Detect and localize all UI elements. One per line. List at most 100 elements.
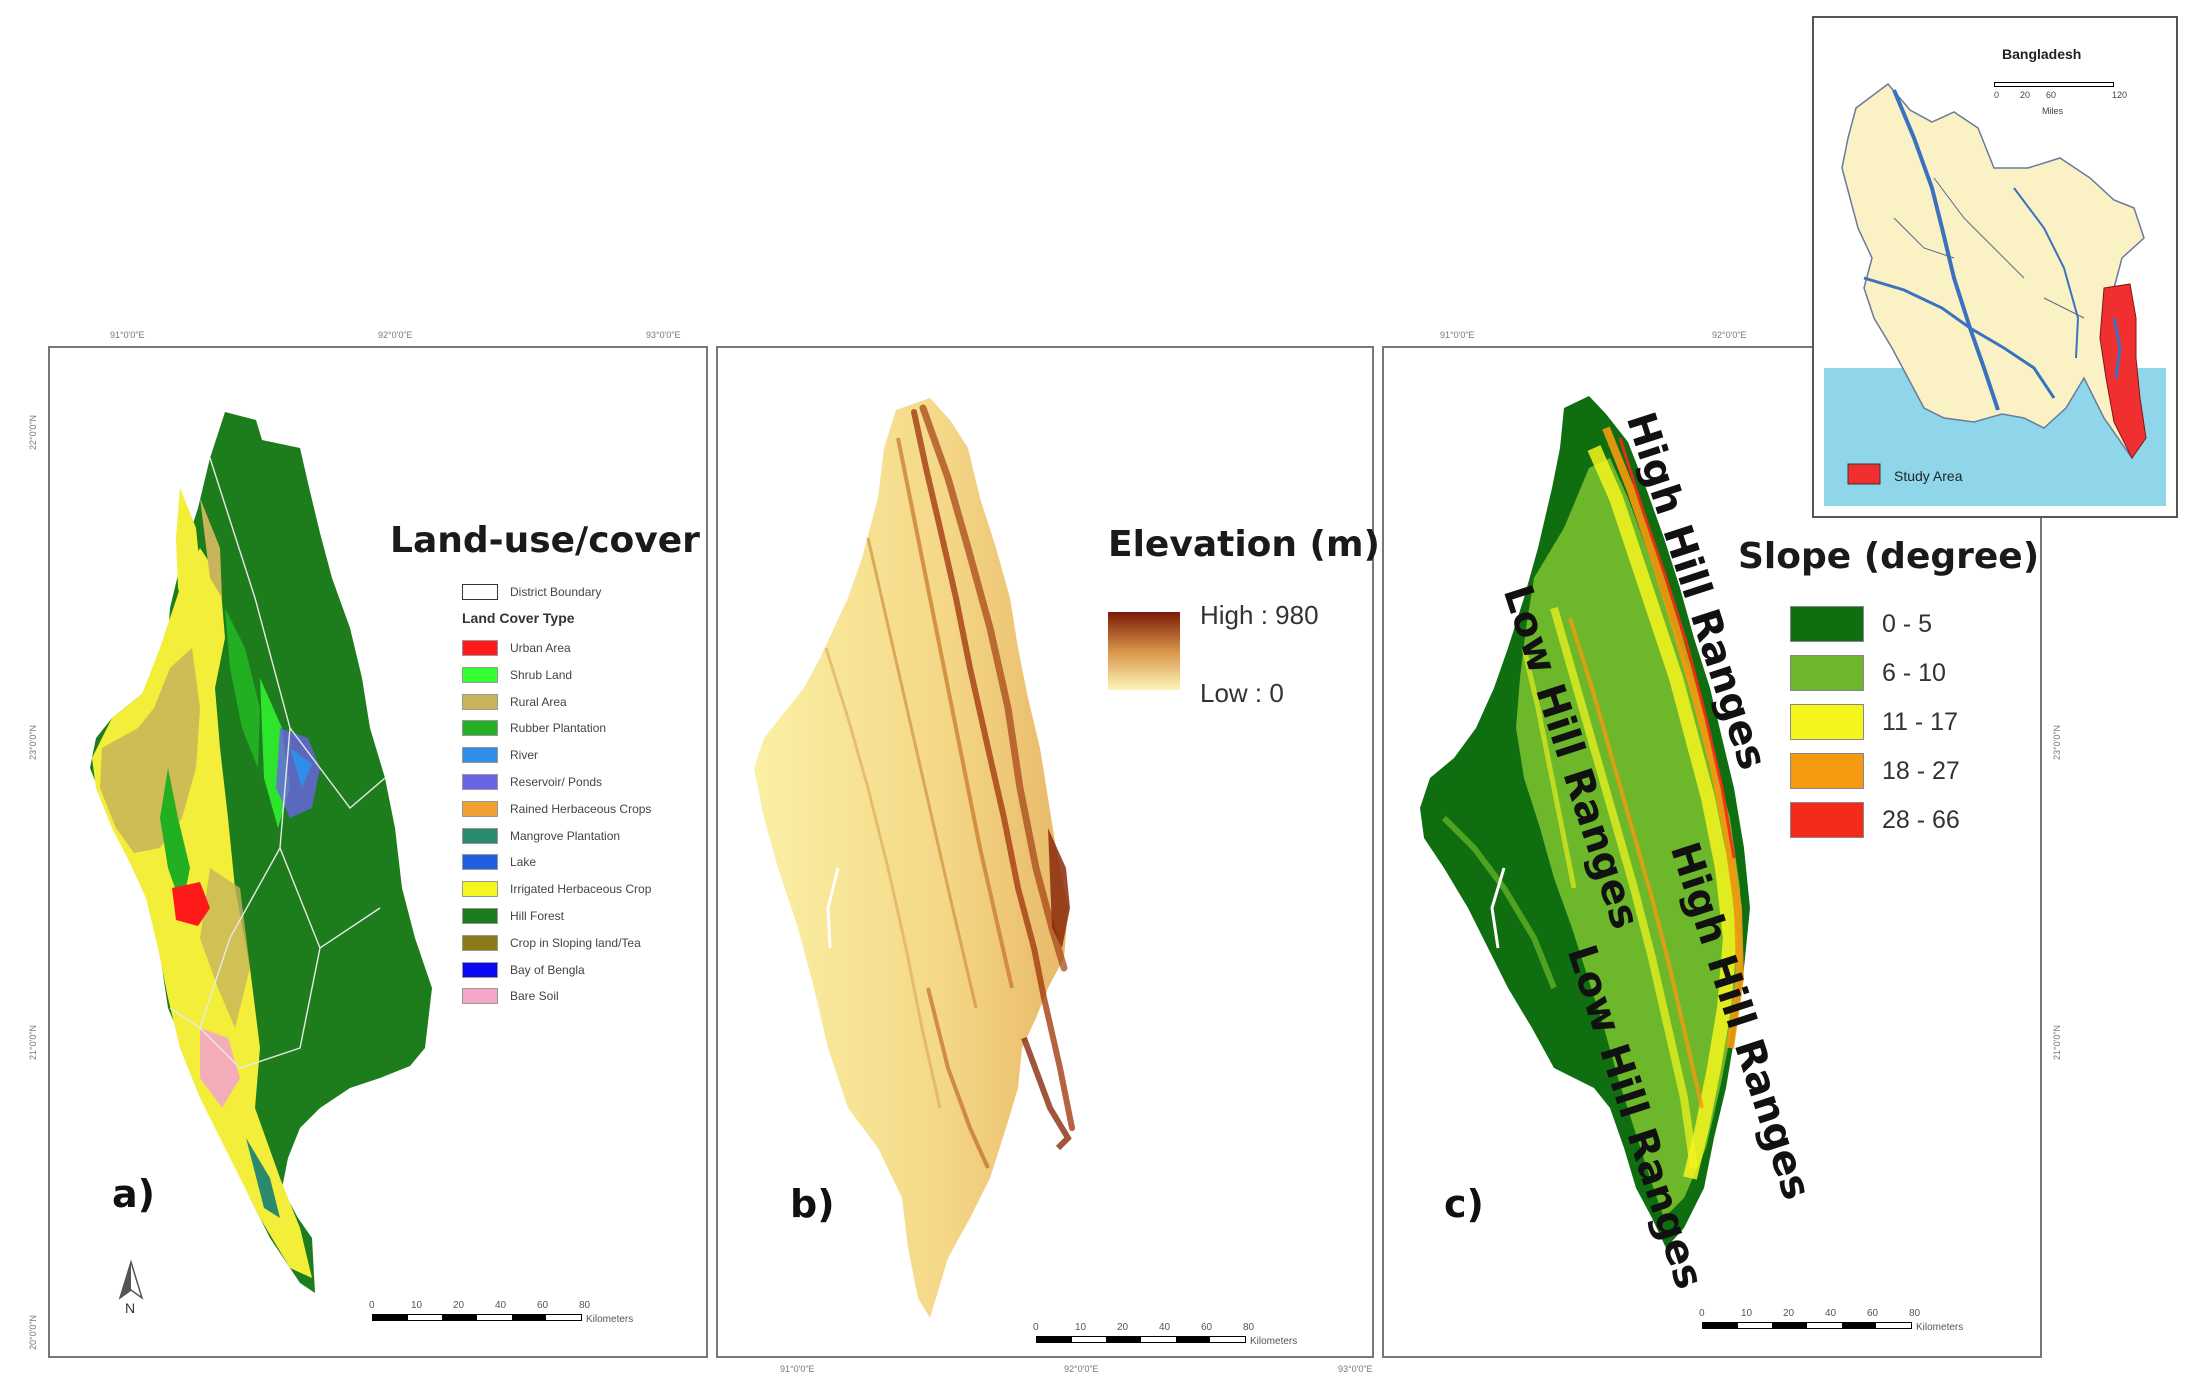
panel-a-label: a): [112, 1172, 156, 1216]
land-cover-swatch: [462, 881, 498, 898]
land-cover-label: Urban Area: [510, 641, 571, 655]
slope-class-swatch: [1790, 704, 1864, 740]
land-cover-swatch: [462, 800, 498, 817]
land-cover-swatch: [462, 827, 498, 844]
inset-scale-tick: 120: [2112, 90, 2128, 100]
grat-left-2: 23°0'0"N: [28, 724, 38, 760]
slope-class-item: 18 - 27: [1790, 753, 1960, 789]
land-cover-item: Rained Herbaceous Crops: [462, 800, 652, 817]
scale-unit-label: Kilometers: [586, 1314, 634, 1325]
land-cover-swatch: [462, 640, 498, 656]
scale-tick-label: 20: [1117, 1322, 1129, 1333]
inset-scale-tick: 0: [1994, 90, 2000, 100]
land-cover-swatch: [462, 934, 498, 951]
scale-bar-b-segments: [1036, 1336, 1246, 1343]
scale-tick-label: 40: [1159, 1322, 1171, 1333]
scale-tick-label: 80: [1909, 1308, 1921, 1319]
scale-bar-c: 0 10 20 40 60 80 Kilometers: [1699, 1308, 1963, 1338]
land-cover-item: Irrigated Herbaceous Crop: [462, 881, 652, 898]
scale-tick-label: 0: [1033, 1322, 1039, 1333]
land-cover-label: Rained Herbaceous Crops: [510, 801, 652, 816]
elevation-region: [754, 398, 1068, 1318]
land-cover-label: Hill Forest: [510, 909, 565, 923]
slope-class-swatch: [1790, 802, 1864, 838]
grat-bot-b-3: 93°0'0"E: [1338, 1364, 1373, 1374]
grat-left-3: 21°0'0"N: [28, 1024, 38, 1060]
slope-class-item: 28 - 66: [1790, 802, 1960, 838]
grat-bot-b-2: 92°0'0"E: [1064, 1364, 1099, 1374]
slope-class-label: 28 - 66: [1882, 805, 1960, 834]
slope-class-item: 6 - 10: [1790, 655, 1946, 691]
slope-class-label: 11 - 17: [1882, 707, 1958, 736]
slope-class-label: 0 - 5: [1882, 609, 1933, 638]
inset-title: Bangladesh: [2002, 46, 2082, 62]
land-cover-item: River: [462, 747, 539, 764]
land-cover-item: Lake: [462, 854, 537, 871]
land-cover-item: Mangrove Plantation: [462, 827, 621, 844]
elevation-legend-ramp: [1108, 612, 1180, 690]
elevation-title: Elevation (m): [1108, 524, 1380, 565]
elevation-low-label: Low : 0: [1200, 678, 1284, 708]
land-cover-swatch: [462, 908, 498, 924]
scale-tick-label: 80: [579, 1300, 591, 1311]
land-cover-item: Bay of Bengla: [462, 961, 585, 978]
land-cover-item: Hill Forest: [462, 908, 564, 924]
bangladesh-map: [1824, 82, 2166, 506]
land-cover-item: Urban Area: [462, 640, 571, 656]
scale-tick-label: 10: [1741, 1308, 1753, 1319]
grat-left-4: 20°0'0"N: [28, 1314, 38, 1350]
grat-top-a-2: 92°0'0"E: [378, 330, 413, 340]
land-cover-swatch: [462, 774, 498, 790]
land-cover-label: Reservoir/ Ponds: [510, 775, 603, 789]
grat-top-c-2: 92°0'0"E: [1712, 330, 1747, 340]
district-boundary-swatch: [462, 584, 498, 600]
land-cover-label: Irrigated Herbaceous Crop: [510, 882, 652, 897]
slope-title: Slope (degree): [1738, 536, 2040, 577]
inset-bangladesh: Bangladesh 0 20 60 120 Miles Study Area: [1812, 16, 2178, 518]
inset-scale-tick: 60: [2046, 90, 2057, 100]
scale-bar-a-segments: [372, 1314, 582, 1321]
scale-bar-b: 0 10 20 40 60 80 Kilometers: [1033, 1322, 1297, 1352]
land-cover-legend-header: Land Cover Type: [462, 610, 575, 626]
land-cover-swatch: [462, 720, 498, 737]
land-cover-label: Lake: [510, 855, 537, 870]
scale-tick-label: 80: [1243, 1322, 1255, 1333]
slope-class-swatch: [1790, 753, 1864, 789]
land-cover-item: Bare Soil: [462, 988, 559, 1005]
land-cover-swatch: [462, 666, 498, 683]
slope-class-item: 11 - 17: [1790, 704, 1958, 740]
land-use-title: Land-use/cover: [390, 520, 700, 561]
land-cover-swatch: [462, 693, 498, 710]
scale-bar-c-segments: [1702, 1322, 1912, 1329]
elevation-map: [754, 398, 1180, 1318]
land-cover-label: River: [510, 748, 539, 763]
land-cover-item: Reservoir/ Ponds: [462, 774, 602, 790]
grat-top-c-1: 91°0'0"E: [1440, 330, 1475, 340]
scale-tick-label: 10: [1075, 1322, 1087, 1333]
land-cover-label: Mangrove Plantation: [510, 828, 621, 843]
land-cover-item: Rubber Plantation: [462, 720, 606, 737]
inset-scale-unit: Miles: [2042, 106, 2064, 116]
scale-tick-label: 60: [1201, 1322, 1213, 1333]
panel-elevation: Elevation (m) High : 980 Low : 0 b) 0 10 2…: [716, 346, 1380, 1358]
north-label: N: [125, 1300, 136, 1316]
slope-map: [1420, 396, 1750, 1248]
panel-c-label: c): [1444, 1182, 1484, 1226]
north-arrow-icon: [118, 1260, 144, 1300]
grat-bot-b-1: 91°0'0"E: [780, 1364, 815, 1374]
land-cover-label: Bare Soil: [510, 989, 559, 1004]
inset-scale-tick: 20: [2020, 90, 2031, 100]
north-arrow: N: [116, 1260, 146, 1320]
scale-tick-label: 60: [1867, 1308, 1879, 1319]
district-boundary-label: District Boundary: [510, 585, 602, 599]
grat-right-2: 21°0'0"N: [2052, 1024, 2062, 1060]
panel-land-use: Land-use/cover District Boundary Land Co…: [48, 346, 708, 1358]
land-cover-item: Crop in Sloping land/Tea: [462, 934, 641, 951]
slope-class-swatch: [1790, 606, 1864, 642]
land-use-map: [90, 412, 432, 1293]
land-cover-item: Shrub Land: [462, 666, 572, 683]
grat-left-1: 22°0'0"N: [28, 414, 38, 450]
grat-top-a-1: 91°0'0"E: [110, 330, 145, 340]
scale-bar-a: 0 10 20 40 60 80 Kilometers: [369, 1300, 633, 1330]
scale-tick-label: 40: [1825, 1308, 1837, 1319]
